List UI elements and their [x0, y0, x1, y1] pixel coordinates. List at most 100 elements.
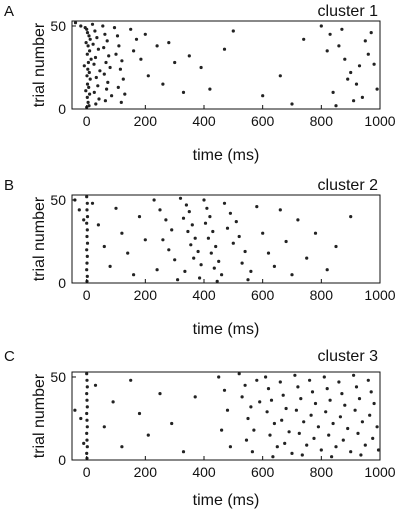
spike-point — [240, 261, 244, 265]
axis-ticks: 0 200 400 600 800 1000 0 50 — [50, 192, 395, 303]
spike-point — [334, 445, 338, 449]
x-axis-label: time (ms) — [193, 492, 260, 509]
spike-point — [337, 380, 341, 384]
spike-point — [86, 67, 90, 71]
spike-point — [90, 22, 95, 26]
spike-point — [368, 413, 372, 417]
spike-point — [120, 231, 124, 235]
spike-point — [246, 278, 250, 282]
spike-point — [217, 375, 221, 379]
x-tick-label: 200 — [134, 287, 158, 303]
spike-point — [268, 433, 272, 437]
spike-point — [328, 32, 332, 36]
spike-point — [88, 92, 92, 96]
spike-point — [85, 228, 89, 232]
spike-point — [88, 49, 92, 53]
spike-point — [261, 231, 265, 235]
spike-point — [88, 37, 92, 41]
spike-point — [93, 383, 98, 387]
spike-point — [313, 231, 318, 235]
spike-point — [114, 52, 118, 56]
spike-point — [212, 266, 216, 270]
spike-point — [220, 428, 224, 432]
spike-point — [85, 52, 89, 56]
spike-markers — [73, 372, 381, 460]
spike-point — [312, 436, 316, 440]
spike-point — [222, 388, 227, 392]
y-axis-label: trial number — [31, 22, 48, 107]
spike-point — [85, 208, 89, 212]
spike-point — [87, 34, 91, 38]
spike-point — [158, 392, 162, 396]
spike-point — [196, 249, 200, 254]
spike-point — [96, 84, 100, 88]
spike-point — [375, 87, 379, 91]
spike-point — [85, 385, 89, 389]
spike-point — [120, 59, 124, 63]
spike-point — [104, 60, 108, 65]
spike-point — [324, 410, 328, 414]
spike-point — [85, 241, 90, 245]
spike-point — [170, 421, 174, 426]
x-tick-label: 0 — [83, 287, 91, 303]
spike-point — [137, 215, 142, 219]
spike-point — [302, 420, 306, 424]
spike-point — [376, 448, 381, 452]
spike-point — [352, 99, 356, 103]
spike-point — [119, 100, 123, 104]
cluster-title: cluster 2 — [318, 177, 379, 194]
spike-point — [294, 408, 298, 412]
spike-point — [146, 74, 150, 78]
y-tick-label: 0 — [58, 275, 66, 291]
spike-point — [209, 251, 213, 255]
spike-point — [325, 49, 329, 53]
spike-point — [205, 206, 209, 210]
spike-point — [272, 264, 276, 268]
spike-point — [250, 450, 254, 454]
spike-point — [123, 92, 127, 96]
spike-point — [340, 392, 344, 396]
spike-point — [95, 36, 99, 40]
spike-point — [98, 69, 102, 73]
spike-point — [85, 215, 90, 219]
spike-point — [357, 397, 362, 401]
spike-point — [228, 445, 232, 449]
spike-point — [266, 251, 271, 255]
spike-point — [220, 273, 224, 277]
spike-point — [349, 70, 353, 75]
spike-point — [161, 82, 165, 86]
spike-point — [85, 201, 89, 205]
spike-point — [132, 273, 136, 277]
spike-point — [290, 451, 294, 455]
spike-point — [269, 398, 274, 402]
spike-point — [84, 41, 88, 45]
spike-point — [369, 30, 373, 35]
x-tick-label: 600 — [251, 287, 275, 303]
spike-point — [111, 400, 115, 404]
cluster-title: cluster 3 — [318, 348, 379, 365]
spike-point — [85, 405, 89, 409]
spike-point — [108, 65, 112, 70]
spike-point — [187, 210, 191, 214]
spike-point — [325, 387, 329, 391]
spike-point — [363, 443, 367, 447]
spike-point — [360, 420, 364, 424]
spike-point — [85, 248, 89, 252]
spike-point — [184, 203, 188, 207]
y-tick-label: 50 — [50, 192, 66, 208]
spike-point — [211, 229, 215, 234]
spike-point — [354, 385, 359, 389]
spike-point — [129, 27, 133, 31]
spike-point — [86, 44, 90, 48]
spike-point — [278, 380, 282, 384]
spike-point — [296, 385, 300, 389]
spike-point — [228, 211, 232, 215]
spike-point — [178, 196, 183, 200]
spike-point — [272, 421, 276, 426]
spike-point — [167, 41, 171, 45]
spike-point — [92, 90, 96, 94]
spike-point — [85, 221, 89, 225]
spike-point — [237, 372, 241, 376]
x-tick-label: 800 — [310, 464, 334, 480]
x-tick-label: 1000 — [364, 287, 395, 303]
